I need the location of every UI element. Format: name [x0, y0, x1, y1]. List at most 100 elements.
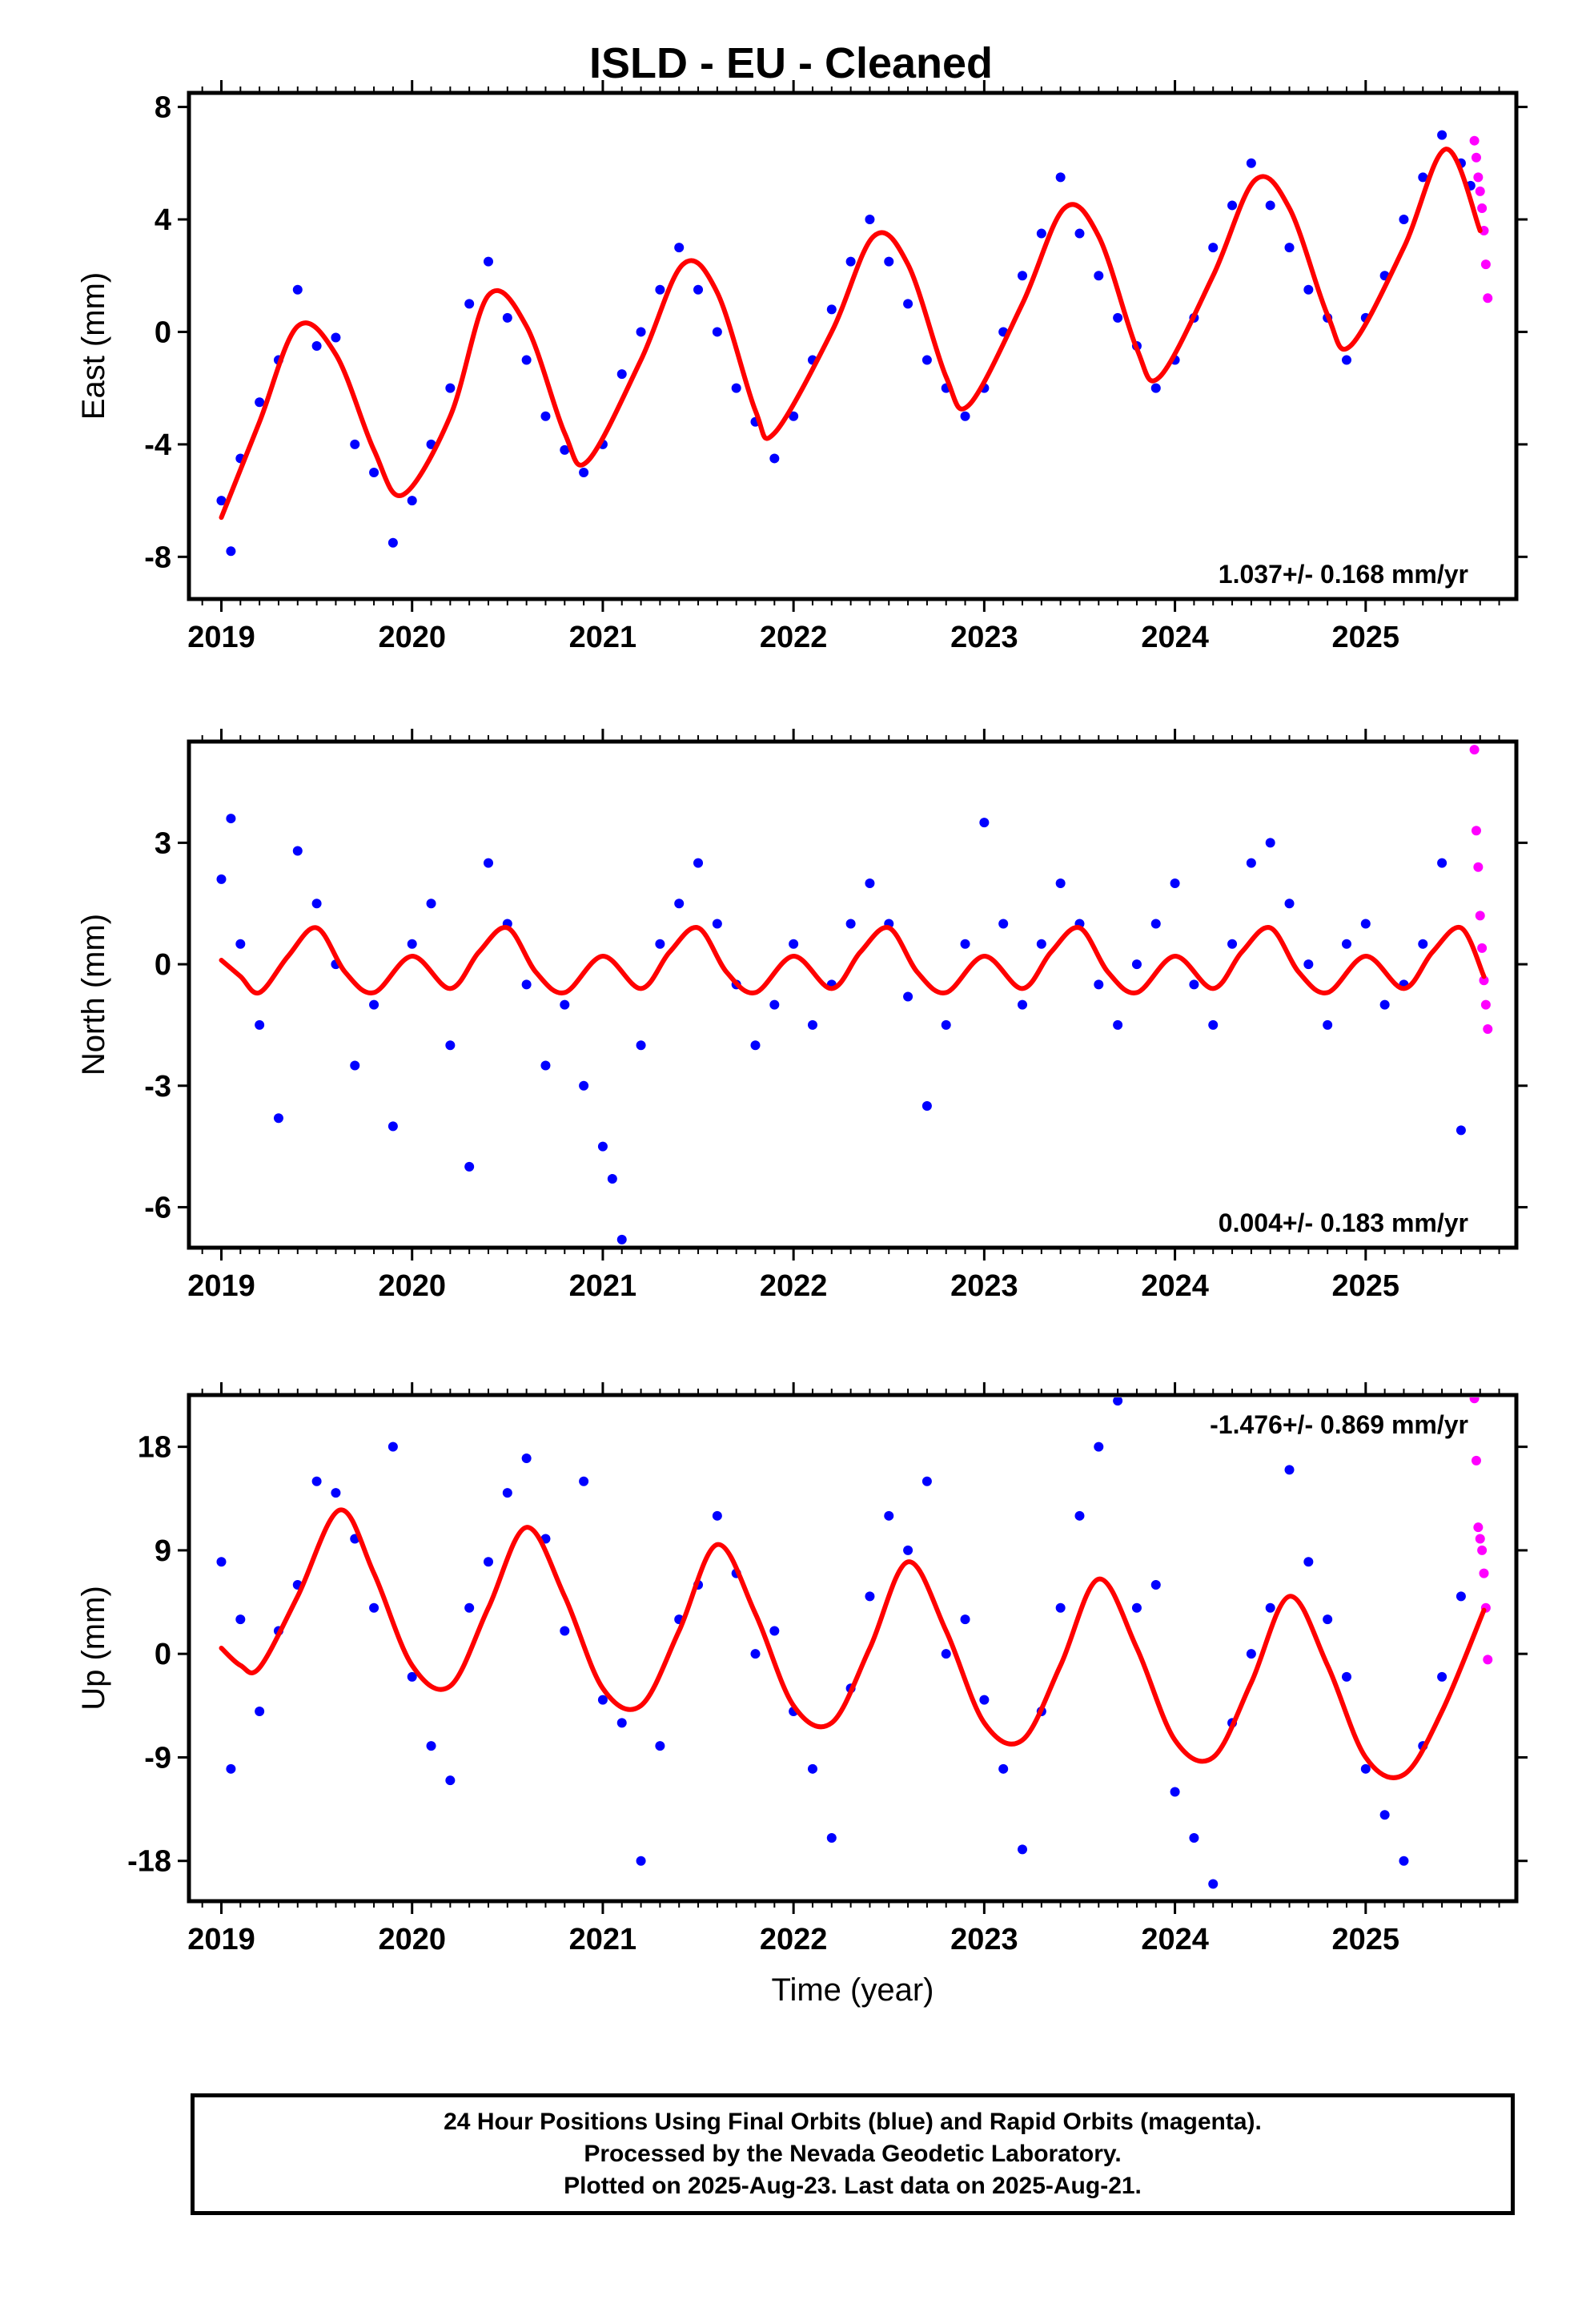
y-tick-label: 0	[155, 1638, 171, 1671]
y-tick-label: -6	[144, 1191, 171, 1224]
rate-annotation: 1.037+/- 0.168 mm/yr	[1219, 560, 1468, 589]
y-tick-label: 3	[155, 826, 171, 860]
final-orbit-point	[636, 327, 646, 337]
final-orbit-point	[292, 846, 303, 856]
final-orbit-point	[521, 1454, 532, 1463]
final-orbit-point	[484, 256, 494, 267]
final-orbit-point	[579, 468, 589, 477]
final-orbit-point	[445, 1040, 456, 1051]
final-orbit-point	[1208, 1879, 1219, 1889]
final-orbit-point	[750, 1040, 761, 1051]
panel-north: 3 0 -3 -6 2019 2020 2021 2022 2023 2024 2025 North …	[76, 729, 1528, 1303]
final-orbit-point	[1437, 130, 1447, 140]
final-orbit-point	[636, 1040, 646, 1051]
final-orbit-point	[521, 979, 532, 990]
final-orbit-point	[464, 1161, 475, 1172]
rapid-orbit-point	[1479, 975, 1489, 986]
data-layer	[216, 130, 1493, 557]
final-orbit-point	[1246, 1649, 1256, 1659]
final-orbit-point	[597, 1695, 608, 1705]
final-orbit-point	[1055, 1602, 1066, 1613]
rapid-orbit-point	[1471, 826, 1481, 836]
rapid-orbit-point	[1480, 259, 1491, 270]
final-orbit-point	[674, 899, 685, 909]
final-orbit-point	[1131, 959, 1142, 970]
final-orbit-point	[979, 1695, 990, 1705]
plot-frame	[187, 1393, 1519, 1904]
final-orbit-point	[1018, 271, 1028, 281]
rapid-orbit-point	[1477, 1545, 1488, 1555]
final-orbit-point	[1341, 939, 1351, 949]
x-tick-label: 2021	[569, 1923, 637, 1956]
x-tick-label: 2023	[950, 1923, 1018, 1956]
final-orbit-point	[616, 1234, 627, 1244]
x-tick-label: 2019	[187, 1269, 255, 1303]
final-orbit-point	[1303, 1557, 1314, 1567]
x-tick-label: 2019	[187, 621, 255, 654]
final-orbit-point	[616, 369, 627, 380]
final-orbit-point	[350, 439, 360, 449]
final-orbit-point	[712, 919, 722, 929]
plot-frame	[187, 90, 1519, 601]
final-orbit-point	[1094, 1441, 1104, 1452]
y-tick-label: 0	[155, 316, 171, 349]
rapid-orbit-point	[1475, 1534, 1485, 1544]
final-orbit-point	[1018, 999, 1028, 1010]
footer-caption-box: 24 Hour Positions Using Final Orbits (bl…	[191, 2093, 1515, 2215]
final-orbit-point	[903, 991, 913, 1002]
final-orbit-point	[826, 304, 837, 315]
final-orbit-point	[331, 332, 341, 343]
rapid-orbit-point	[1477, 203, 1488, 213]
final-orbit-point	[426, 1741, 436, 1751]
final-orbit-point	[674, 243, 685, 253]
y-tick-label: -3	[144, 1070, 171, 1104]
panel-up: 18 9 0 -9 -18 2019 2020 2021 2022 2023 2024 2025 Up …	[76, 1382, 1528, 1956]
final-orbit-point	[712, 1510, 722, 1521]
x-tick-label: 2022	[760, 1269, 828, 1303]
rapid-orbit-point	[1477, 943, 1488, 953]
x-tick-label: 2020	[378, 621, 446, 654]
final-orbit-point	[1055, 878, 1066, 888]
final-orbit-point	[311, 1476, 322, 1486]
final-orbit-point	[1456, 1125, 1466, 1136]
final-orbit-point	[1265, 200, 1275, 211]
y-tick-label: 8	[155, 91, 171, 125]
final-orbit-point	[884, 256, 894, 267]
final-orbit-point	[789, 411, 799, 421]
final-orbit-point	[1208, 243, 1219, 253]
final-orbit-point	[769, 999, 780, 1010]
y-tick-label: 9	[155, 1534, 171, 1568]
final-orbit-point	[1055, 172, 1066, 183]
chart-title: ISLD - EU - Cleaned	[588, 39, 994, 87]
x-tick-label: 2025	[1332, 1269, 1400, 1303]
y-tick-label: 0	[155, 948, 171, 982]
final-orbit-point	[1284, 1465, 1295, 1475]
final-orbit-point	[1074, 1510, 1085, 1521]
final-orbit-point	[235, 1614, 246, 1625]
final-orbit-point	[464, 1602, 475, 1613]
final-orbit-point	[226, 814, 236, 824]
final-orbit-point	[903, 1545, 913, 1555]
final-orbit-point	[1227, 939, 1238, 949]
final-orbit-point	[1018, 1844, 1028, 1855]
final-orbit-point	[960, 1614, 970, 1625]
final-orbit-point	[1265, 1602, 1275, 1613]
final-orbit-point	[769, 453, 780, 464]
x-tick-label: 2024	[1141, 1269, 1209, 1303]
x-tick-label: 2024	[1141, 1923, 1209, 1956]
final-orbit-point	[903, 299, 913, 309]
final-orbit-point	[426, 899, 436, 909]
final-orbit-point	[1360, 919, 1371, 929]
y-tick-label: 18	[138, 1431, 171, 1465]
final-orbit-point	[845, 919, 856, 929]
rapid-orbit-point	[1473, 1522, 1484, 1533]
final-orbit-point	[1074, 228, 1085, 239]
final-orbit-point	[216, 496, 227, 506]
final-orbit-point	[235, 939, 246, 949]
final-orbit-point	[255, 1019, 265, 1030]
final-orbit-point	[445, 1775, 456, 1786]
model-fit-curve	[219, 1507, 1487, 1780]
rapid-orbit-point	[1469, 135, 1480, 146]
final-orbit-point	[693, 284, 704, 295]
